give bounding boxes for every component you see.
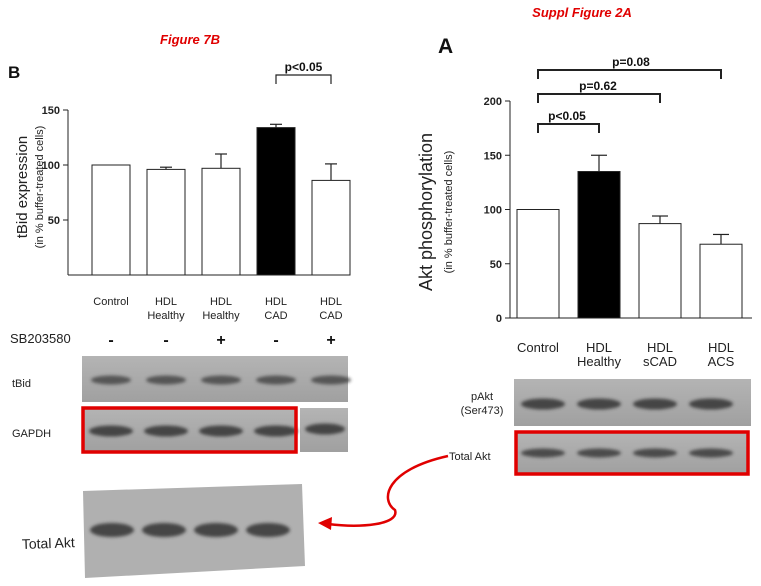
bar [638, 223, 682, 319]
significance-bracket [275, 74, 332, 84]
x-tick-label: HDL CAD [319, 296, 342, 322]
y-axis-subtitle-right: (in % buffer-treated cells) [443, 151, 455, 274]
bar [146, 168, 186, 276]
panel-letter-a: A [438, 35, 453, 58]
blot-band [91, 375, 131, 385]
bar [91, 164, 131, 276]
bar [516, 209, 560, 319]
treatment-row: - - + - + [108, 332, 335, 349]
blot-band [146, 375, 186, 385]
bar [201, 167, 241, 276]
blot-band [521, 398, 565, 410]
blot-band [633, 398, 677, 410]
treatment-sign: - [108, 332, 113, 349]
significance-label: p<0.05 [285, 60, 323, 74]
blot-band [199, 425, 243, 437]
x-tick-label: Control [93, 296, 128, 308]
total-akt-highlight-box [514, 430, 750, 476]
y-axis-subtitle-left: (in % buffer-treated cells) [34, 126, 46, 249]
blot-band [246, 523, 290, 537]
western-blot-left: tBid GAPDH [12, 356, 351, 454]
blot-label-total-akt-right: Total Akt [449, 451, 491, 463]
blot-band [201, 375, 241, 385]
blot-label-pakt: pAkt [471, 391, 493, 403]
x-tick-label: HDL Healthy [577, 340, 622, 369]
blot-label-total-akt-bottom: Total Akt [22, 534, 76, 552]
blot-band [311, 375, 351, 385]
blot-band [142, 523, 186, 537]
blot-band [254, 425, 298, 437]
x-tick-label: HDL Healthy [147, 296, 185, 322]
x-tick-label: HDL sCAD [643, 340, 677, 369]
blot-band [689, 448, 733, 458]
akt-bar-chart: Akt phosphorylation (in % buffer-treated… [416, 55, 752, 369]
x-tick-label: Control [517, 340, 559, 355]
y-tick-label: 100 [42, 160, 60, 172]
blot-band [90, 523, 134, 537]
treatment-sign: - [163, 332, 168, 349]
y-axis-title-left: tBid expression [14, 136, 31, 239]
treatment-sign: + [216, 332, 225, 349]
significance-label: p=0.08 [612, 55, 650, 69]
y-tick-label: 50 [48, 215, 60, 227]
y-axis-title-right: Akt phosphorylation [416, 133, 436, 291]
blot-label-ser473: (Ser473) [461, 405, 504, 417]
suppl-figure-2a-title: Suppl Figure 2A [532, 5, 632, 20]
highlight-connector-arrow [318, 454, 449, 530]
tbid-bar-chart: tBid expression (in % buffer-treated cel… [14, 60, 351, 322]
bar [256, 127, 296, 276]
western-blot-bottom: Total Akt [22, 484, 305, 578]
bar [699, 243, 743, 319]
blot-band [689, 398, 733, 410]
blot-band [633, 448, 677, 458]
x-tick-label: HDL ACS [708, 340, 735, 369]
blot-band [521, 448, 565, 458]
treatment-sign: - [273, 332, 278, 349]
blot-label-tbid: tBid [12, 378, 31, 390]
y-tick-label: 100 [484, 205, 502, 217]
y-tick-label: 150 [42, 105, 60, 117]
blot-band [256, 375, 296, 385]
significance-label: p=0.62 [579, 79, 617, 93]
blot-band [305, 423, 345, 435]
y-tick-label: 50 [490, 259, 502, 271]
y-tick-label: 0 [496, 313, 502, 325]
significance-bracket [537, 123, 600, 133]
blot-band [577, 398, 621, 410]
x-tick-label: HDL CAD [264, 296, 287, 322]
treatment-label: SB203580 [10, 331, 71, 346]
x-tick-label: HDL Healthy [202, 296, 240, 322]
panel-letter-b: B [8, 63, 20, 82]
figure-7b-title: Figure 7B [160, 32, 220, 47]
significance-bracket [537, 93, 661, 103]
blot-band [194, 523, 238, 537]
bar [311, 179, 351, 276]
blot-label-gapdh: GAPDH [12, 428, 51, 440]
blot-band [577, 448, 621, 458]
bar [577, 171, 621, 319]
blot-band [89, 425, 133, 437]
western-blot-right: pAkt (Ser473) Total Akt [449, 379, 751, 476]
significance-label: p<0.05 [548, 109, 586, 123]
blot-band [144, 425, 188, 437]
blot-strip-total-akt-bottom [83, 484, 305, 578]
significance-bracket [537, 69, 722, 79]
y-tick-label: 200 [484, 96, 502, 108]
gapdh-highlight-box [81, 406, 298, 454]
treatment-sign: + [326, 332, 335, 349]
y-tick-label: 150 [484, 150, 502, 162]
